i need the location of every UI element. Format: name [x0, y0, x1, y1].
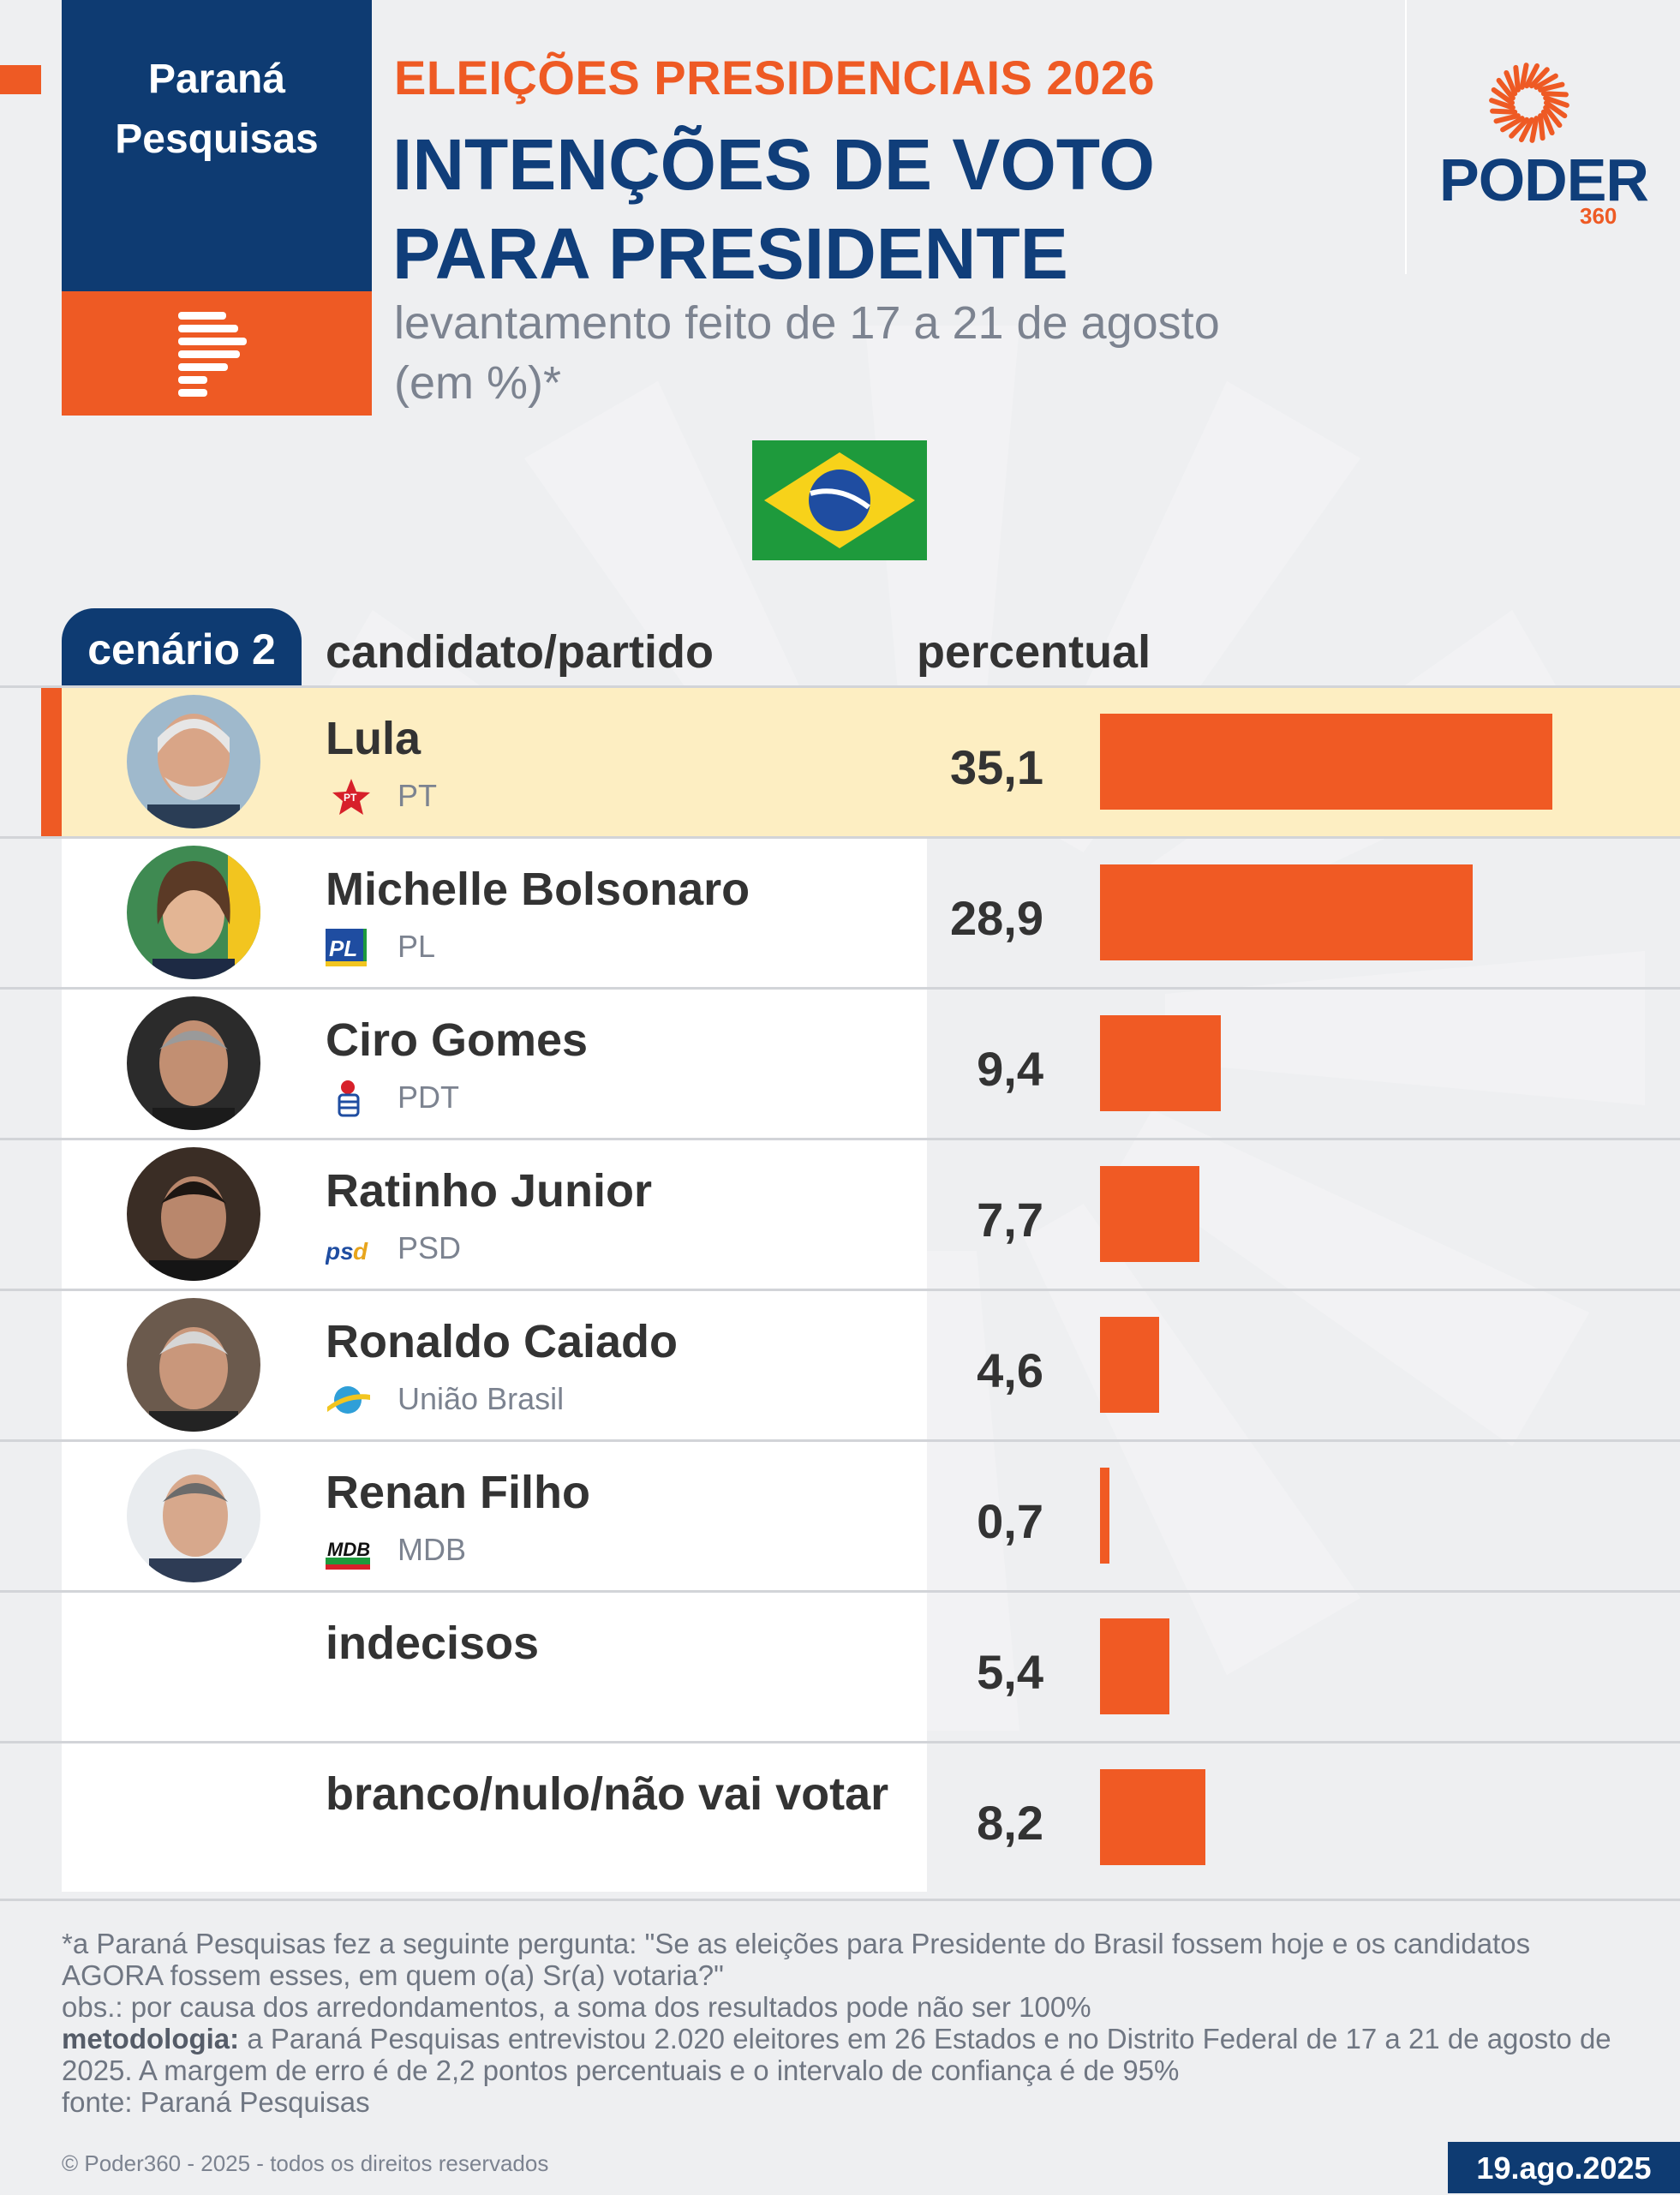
bar — [1100, 1015, 1221, 1111]
candidate-name: Michelle Bolsonaro — [326, 864, 750, 915]
data-label: 9,4 — [977, 1042, 1043, 1096]
methodology-note: metodologia: a Paraná Pesquisas entrevis… — [62, 2023, 1611, 2086]
candidate-name: Ratinho Junior — [326, 1165, 652, 1217]
publish-date: 19.ago.2025 — [1448, 2142, 1680, 2193]
category-name: indecisos — [326, 1618, 540, 1669]
mdb-logo-icon: MDB — [326, 1539, 370, 1570]
avatar — [127, 695, 260, 828]
pdt-rose-icon — [338, 1080, 360, 1117]
pollster-logo-icon — [178, 312, 247, 397]
source-note: fonte: Paraná Pesquisas — [62, 2086, 370, 2118]
copyright: © Poder360 - 2025 - todos os direitos re… — [62, 2150, 549, 2176]
psd-logo-icon: ps d — [326, 1238, 368, 1265]
category-name: branco/nulo/não vai votar — [326, 1768, 889, 1820]
table-row: Ratinho Junior ps d PSD 7,7 — [0, 1138, 1680, 1289]
svg-text:PT: PT — [344, 792, 357, 804]
data-label: 35,1 — [950, 740, 1043, 794]
candidate-name: Renan Filho — [326, 1467, 590, 1518]
divider — [0, 1899, 1680, 1901]
bar — [1100, 1166, 1199, 1262]
table-row: Ronaldo Caiado União Brasil 4,6 — [0, 1289, 1680, 1439]
candidate-name: Ciro Gomes — [326, 1014, 589, 1066]
page-title: INTENÇÕES DE VOTO PARA PRESIDENTE — [392, 124, 1155, 294]
accent-marker — [0, 65, 41, 94]
data-label: 4,6 — [977, 1343, 1043, 1397]
avatar — [127, 1147, 260, 1281]
bar — [1100, 1468, 1109, 1564]
table-row: indecisos 5,4 — [0, 1590, 1680, 1741]
column-header-candidate: candidato/partido — [326, 626, 714, 678]
publisher-logo: PODER 360 — [1439, 60, 1649, 231]
highlight-marker — [41, 688, 62, 836]
kicker: ELEIÇÕES PRESIDENCIAIS 2026 — [394, 51, 1156, 105]
avatar — [127, 1298, 260, 1432]
avatar — [127, 996, 260, 1130]
bar — [1100, 1769, 1205, 1865]
divider — [1405, 0, 1407, 274]
scenario-tab: cenário 2 — [62, 608, 302, 687]
data-label: 28,9 — [950, 891, 1043, 945]
uniao-brasil-logo-icon — [327, 1386, 370, 1414]
bar — [1100, 1317, 1159, 1413]
svg-text:PL: PL — [329, 936, 357, 961]
bar — [1100, 864, 1473, 960]
table-row: branco/nulo/não vai votar 8,2 — [0, 1741, 1680, 1892]
pollster-brand: Paraná Pesquisas — [62, 0, 372, 416]
svg-text:d: d — [353, 1238, 368, 1265]
avatar — [127, 846, 260, 979]
svg-text:ps: ps — [326, 1238, 354, 1265]
column-header-percent: percentual — [917, 626, 1151, 678]
footnotes: *a Paraná Pesquisas fez a seguinte pergu… — [62, 1928, 1621, 2118]
table-row: Renan Filho MDB MDB 0,7 — [0, 1439, 1680, 1590]
table-row: Lula PT PT 35,1 — [0, 685, 1680, 836]
bar — [1100, 1618, 1169, 1714]
question-note: *a Paraná Pesquisas fez a seguinte pergu… — [62, 1928, 1531, 1991]
data-label: 5,4 — [977, 1645, 1043, 1699]
bar — [1100, 714, 1552, 810]
data-label: 0,7 — [977, 1494, 1043, 1548]
data-label: 7,7 — [977, 1193, 1043, 1247]
data-label: 8,2 — [977, 1796, 1043, 1850]
svg-text:MDB: MDB — [327, 1539, 370, 1560]
avatar — [127, 1449, 260, 1582]
table-row: Michelle Bolsonaro PL PL 28,9 — [0, 836, 1680, 987]
rounding-note: obs.: por causa dos arredondamentos, a s… — [62, 1991, 1091, 2023]
pollster-name: Paraná Pesquisas — [115, 57, 319, 162]
pt-star-icon: PT — [332, 779, 370, 815]
subtitle: levantamento feito de 17 a 21 de agosto … — [394, 297, 1220, 409]
sunburst-icon — [1489, 63, 1569, 143]
candidate-name: Lula — [326, 713, 421, 764]
brazil-flag-icon — [752, 440, 927, 560]
table-row: Ciro Gomes PDT 9,4 — [0, 987, 1680, 1138]
candidate-name: Ronaldo Caiado — [326, 1316, 679, 1367]
pl-logo-icon: PL — [326, 929, 367, 966]
